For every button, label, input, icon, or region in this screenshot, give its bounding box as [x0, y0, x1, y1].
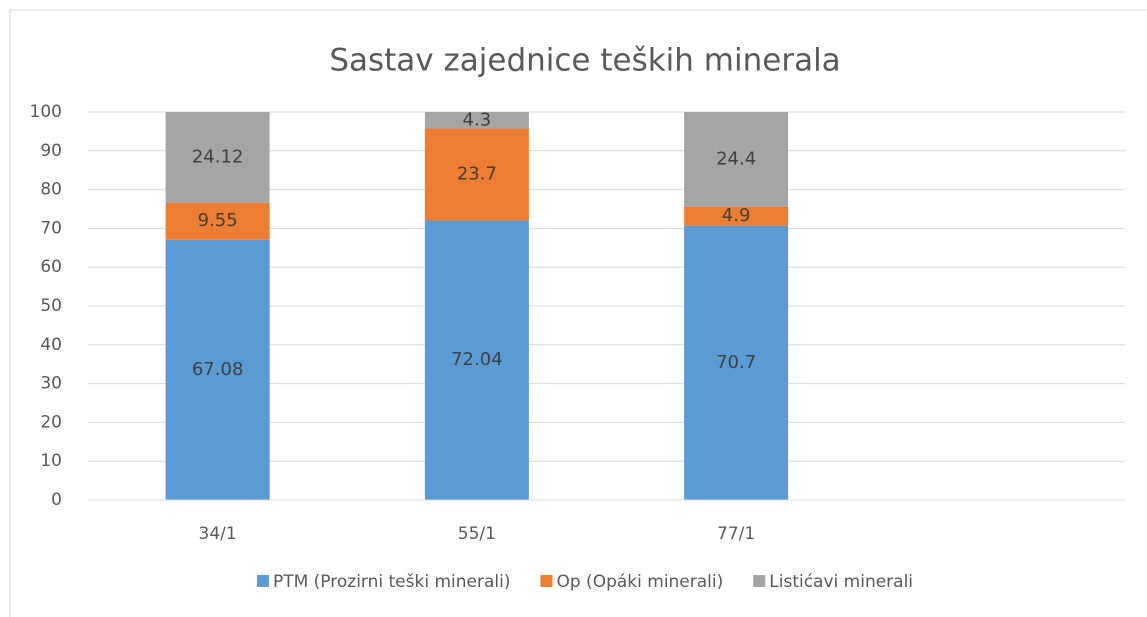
data-label: 72.04 [451, 349, 503, 370]
y-tick-label: 20 [40, 412, 62, 432]
plot-area [165, 112, 789, 500]
data-label: 4.9 [722, 205, 751, 226]
legend-swatch [540, 575, 553, 587]
chart-title: Sastav zajednice teških minerala [329, 43, 840, 79]
y-tick-label: 60 [40, 257, 62, 277]
data-label: 24.4 [716, 148, 756, 169]
legend-swatch [753, 575, 766, 587]
bar-segment [684, 225, 789, 500]
data-label: 67.08 [192, 359, 244, 380]
x-tick-label: 55/1 [458, 524, 496, 544]
bar-segment [684, 206, 789, 226]
data-label: 4.3 [463, 109, 492, 130]
x-tick-label: 77/1 [717, 524, 755, 544]
bar-segment [165, 239, 270, 500]
y-tick-label: 50 [40, 296, 62, 316]
y-tick-label: 90 [40, 141, 62, 161]
legend-label: Op (Opáki minerali) [556, 572, 723, 592]
data-label: 24.12 [192, 146, 244, 167]
legend-label: Listićavi minerali [769, 572, 913, 592]
y-tick-label: 100 [30, 102, 62, 122]
y-tick-label: 40 [40, 335, 62, 355]
data-label: 70.7 [716, 352, 756, 373]
y-tick-label: 30 [40, 374, 62, 394]
y-tick-label: 80 [40, 180, 62, 200]
x-tick-label: 34/1 [199, 524, 237, 544]
bar-segment [424, 128, 529, 221]
y-tick-label: 70 [40, 218, 62, 238]
legend-swatch [256, 575, 269, 587]
bar-segment [165, 112, 270, 203]
legend-label: PTM (Prozirni teški minerali) [273, 572, 511, 592]
chart-border [9, 9, 1147, 617]
data-label: 23.7 [457, 164, 497, 185]
bar-segment [684, 112, 789, 207]
y-tick-label: 0 [51, 490, 62, 510]
data-label: 9.55 [198, 210, 238, 231]
bar-segment [424, 220, 529, 500]
bar-segment [424, 112, 529, 129]
bar-segment [165, 202, 270, 240]
y-tick-label: 10 [40, 451, 62, 471]
